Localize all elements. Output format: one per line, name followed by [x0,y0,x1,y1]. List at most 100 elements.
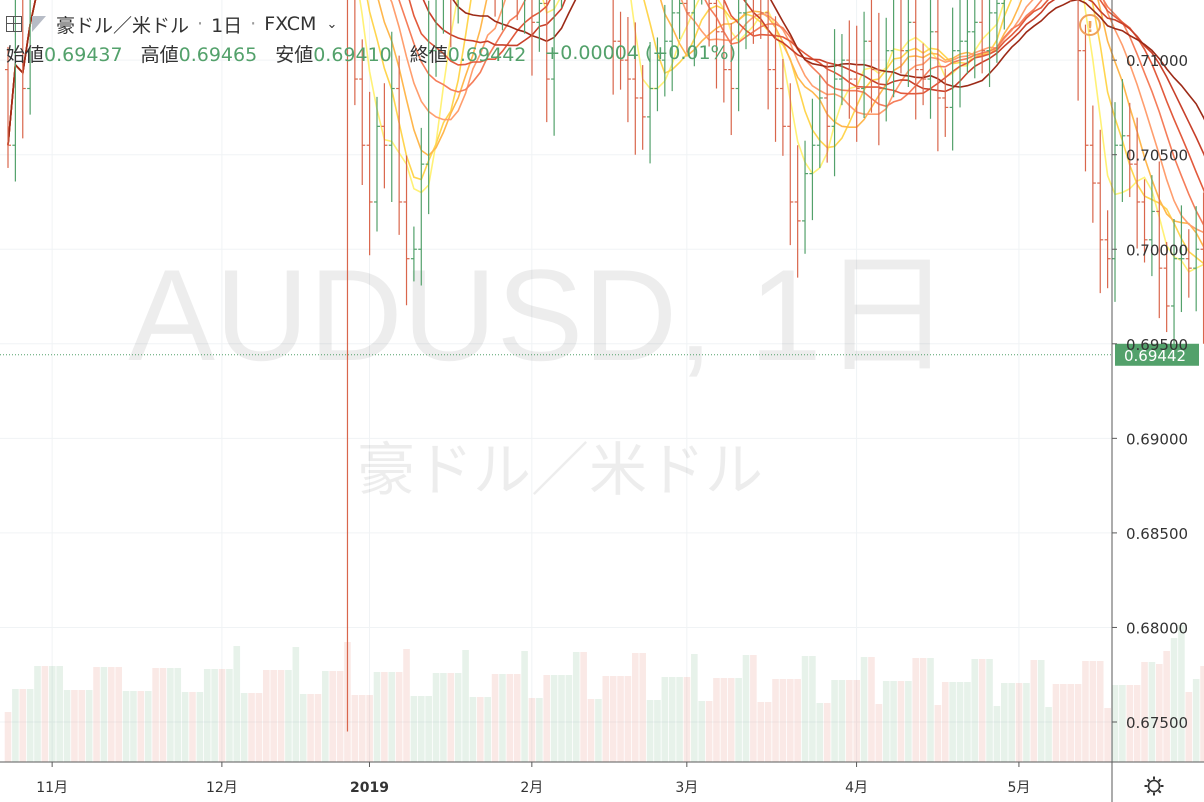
volume-bar [26,689,34,762]
volume-bar [595,699,602,762]
volume-bar [809,656,816,762]
volume-bar [85,690,93,762]
volume-bar [1037,660,1045,762]
volume-bar [329,671,337,762]
price-tick-label: 0.67500 [1126,714,1188,732]
time-tick-label: 2019 [350,780,389,796]
volume-bar [41,666,49,762]
volume-bar [868,657,875,762]
volume-bar [373,672,381,762]
volume-bar [351,695,359,762]
volume-bar [786,679,794,762]
time-tick-label: 2月 [520,780,543,796]
price-tick-label: 0.70500 [1126,147,1188,165]
time-tick-label: 11月 [36,780,68,796]
volume-bar [1170,638,1178,762]
volume-bar [491,674,499,762]
volume-bar [831,680,838,762]
volume-bar [794,679,801,762]
volume-bar [1200,666,1204,762]
time-tick-label: 12月 [206,780,238,796]
volume-bar [580,652,587,762]
volume-bar [816,703,824,762]
volume-bar [4,712,12,762]
volume-bar [536,698,543,762]
current-price-badge [1115,343,1199,366]
volume-bar [853,680,860,762]
volume-bar [137,691,145,762]
volume-bar [801,656,809,762]
volume-bar [978,659,986,762]
interval-label[interactable]: 1日 [211,14,243,37]
volume-bar [890,681,897,762]
volume-bar [93,667,100,762]
volume-bar [366,695,373,762]
volume-bar [727,678,735,762]
volume-bar [115,667,122,762]
alert-icon[interactable]: ! [1079,14,1101,36]
volume-bar [705,701,713,762]
volume-bar [263,670,270,762]
volume-bar [713,678,720,762]
volume-bar [772,679,779,762]
volume-bar [1067,684,1075,762]
volume-bar [587,699,595,762]
volume-bar [676,677,683,762]
volume-bar [1082,661,1089,762]
volume-bar [1089,661,1097,762]
volume-bar [949,682,956,762]
volume-bar [484,697,491,762]
time-tick-label: 5月 [1007,780,1030,796]
high-label: 高値 [140,43,179,66]
volume-bar [1060,684,1067,762]
volume-bar [336,671,344,762]
volume-bar [454,673,462,762]
gear-icon[interactable] [1144,776,1164,796]
volume-bar [233,646,241,762]
volume-bar [203,669,211,762]
volume-bar [617,676,624,762]
volume-bar [63,690,71,762]
volume-bar [462,650,469,762]
time-tick-label: 4月 [845,780,868,796]
volume-bar [270,670,277,762]
volume-bar [661,677,669,762]
volume-bar [189,692,196,762]
ma-line-7 [7,0,1204,157]
volume-bar [71,690,78,762]
chevron-down-icon[interactable]: ⌄ [326,16,338,32]
volume-bar [521,651,528,762]
low-value: 0.69410 [313,43,392,66]
flag-icon[interactable] [32,16,46,32]
volume-bar [550,675,558,762]
volume-bar [122,691,130,762]
volume-bar [218,669,226,762]
volume-bar [152,668,159,762]
volume-bar [543,675,551,762]
high-value: 0.69465 [178,43,258,66]
volume-bar [322,671,329,762]
expand-icon[interactable] [6,16,22,32]
volume-bar [956,682,964,762]
volume-bar [314,694,322,762]
volume-bar [226,669,233,762]
volume-bar [875,704,883,762]
volume-bar [558,675,565,762]
volume-bar [941,682,949,762]
volume-bar [159,668,167,762]
volume-bar [299,694,307,762]
volume-bar [1104,708,1111,762]
volume-bar [211,669,218,762]
volume-bar [174,668,182,762]
volume-bar [1030,660,1038,762]
volume-bar [78,690,86,762]
symbol-name[interactable]: 豪ドル／米ドル [56,14,190,37]
volume-bar [513,674,521,762]
volume-bar [624,676,632,762]
volume-bar [750,655,757,762]
time-tick-label: 3月 [675,780,698,796]
volume-bar [742,655,750,762]
source-label[interactable]: FXCM [264,13,317,35]
open-value: 0.69437 [44,43,123,66]
